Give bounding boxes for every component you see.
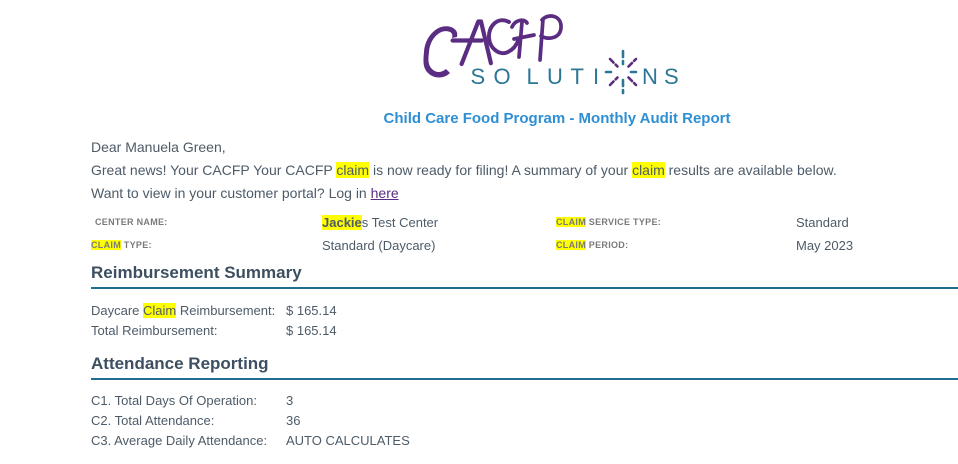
svg-text:N: N	[642, 64, 658, 89]
svg-text:U: U	[547, 64, 563, 89]
svg-text:L: L	[527, 64, 539, 89]
svg-text:T: T	[571, 64, 584, 89]
svg-text:O: O	[494, 64, 511, 89]
svg-text:I: I	[593, 64, 599, 89]
svg-text:S: S	[471, 64, 486, 89]
svg-text:S: S	[664, 64, 679, 89]
